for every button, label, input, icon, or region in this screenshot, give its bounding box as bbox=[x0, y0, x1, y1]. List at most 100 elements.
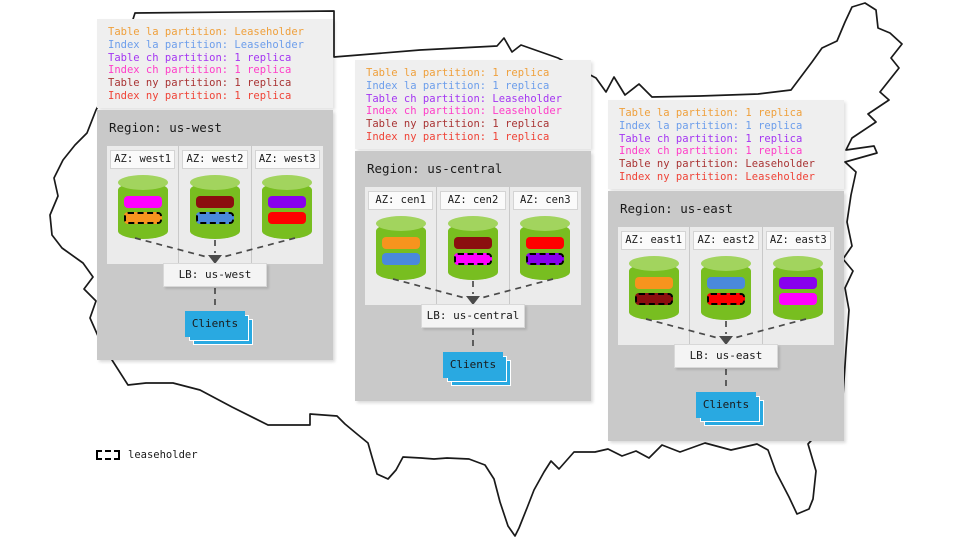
partition-bar bbox=[195, 196, 234, 208]
legend-line: Index la partition: 1 replica bbox=[619, 119, 803, 132]
legend-line: Index ny partition: Leaseholder bbox=[619, 170, 815, 183]
az-row: AZ: west1 AZ: west2 bbox=[107, 146, 323, 264]
cylinder-body bbox=[189, 182, 240, 239]
az-panel: AZ: west3 bbox=[251, 146, 323, 264]
cylinder-body bbox=[262, 182, 313, 239]
partition-bars bbox=[268, 196, 307, 224]
legend-line: Table ch partition: 1 replica bbox=[619, 132, 803, 145]
database-cylinder bbox=[628, 256, 679, 320]
legend-line: Table ny partition: Leaseholder bbox=[619, 158, 815, 171]
clients-box: Clients bbox=[443, 352, 503, 378]
legend-line: Table la partition: 1 replica bbox=[366, 67, 550, 79]
arrowhead-icon bbox=[719, 336, 733, 345]
database-cylinder bbox=[773, 256, 824, 320]
clients-stack: Clients bbox=[443, 352, 513, 388]
partition-bar bbox=[123, 196, 162, 208]
az-label: AZ: east3 bbox=[765, 231, 831, 250]
database-cylinder bbox=[520, 216, 571, 280]
region-title: Region: us-central bbox=[367, 161, 503, 176]
partition-legend: Table la partition: Leaseholder Index la… bbox=[97, 19, 333, 108]
lb-label: LB: us-west bbox=[178, 268, 252, 281]
clients-stack: Clients bbox=[696, 392, 766, 428]
legend-line: Table ch partition: Leaseholder bbox=[366, 92, 562, 105]
az-panel: AZ: east3 bbox=[762, 227, 834, 345]
legend-line: Index ch partition: Leaseholder bbox=[366, 105, 562, 118]
cylinder-top bbox=[262, 175, 313, 190]
region-card: Region: us-central AZ: cen1 AZ: cen2 bbox=[355, 151, 591, 401]
partition-bar bbox=[526, 237, 565, 249]
arrowhead-icon bbox=[466, 296, 480, 305]
database-cylinder bbox=[117, 175, 168, 239]
partition-bar bbox=[195, 212, 234, 224]
cylinder-body bbox=[628, 263, 679, 320]
load-balancer: LB: us-central bbox=[421, 304, 525, 328]
partition-bar bbox=[706, 277, 745, 289]
legend-line: Table ny partition: 1 replica bbox=[366, 118, 550, 131]
legend-line: Table ch partition: 1 replica bbox=[108, 51, 292, 64]
region-title: Region: us-west bbox=[109, 120, 222, 135]
partition-bars bbox=[634, 277, 673, 305]
cylinder-top bbox=[773, 256, 824, 271]
partition-bars bbox=[453, 237, 492, 265]
partition-bars bbox=[779, 277, 818, 305]
partition-bar bbox=[634, 293, 673, 305]
connector-lines bbox=[392, 278, 554, 351]
lb-label: LB: us-east bbox=[689, 349, 763, 362]
legend-line: Index la partition: Leaseholder bbox=[108, 38, 304, 51]
cylinder-body bbox=[773, 263, 824, 320]
partition-bar bbox=[123, 212, 162, 224]
partition-bar bbox=[779, 277, 818, 289]
partition-bar bbox=[779, 293, 818, 305]
legend-line: Index la partition: 1 replica bbox=[366, 79, 550, 92]
leaseholder-label: leaseholder bbox=[128, 449, 198, 461]
partition-bars bbox=[526, 237, 565, 265]
cylinder-top bbox=[700, 256, 751, 271]
database-cylinder bbox=[447, 216, 498, 280]
region-title: Region: us-east bbox=[620, 201, 733, 216]
partition-bar bbox=[381, 253, 420, 265]
legend-line: Table la partition: Leaseholder bbox=[108, 26, 304, 38]
cylinder-body bbox=[447, 223, 498, 280]
clients-label: Clients bbox=[449, 358, 497, 371]
legend-line: Index ch partition: 1 replica bbox=[619, 145, 803, 158]
partition-bar bbox=[453, 253, 492, 265]
partition-bars bbox=[381, 237, 420, 265]
az-panel: AZ: cen1 bbox=[365, 187, 437, 305]
region-card: Region: us-west AZ: west1 AZ: west2 bbox=[97, 110, 333, 360]
clients-label: Clients bbox=[191, 317, 239, 330]
az-label: AZ: east2 bbox=[693, 231, 759, 250]
az-label: AZ: cen1 bbox=[368, 191, 434, 210]
cylinder-top bbox=[520, 216, 571, 231]
leaseholder-legend: leaseholder bbox=[96, 448, 198, 462]
clients-label: Clients bbox=[702, 398, 750, 411]
partition-legend: Table la partition: 1 replica Index la p… bbox=[608, 100, 844, 189]
region-card: Region: us-east AZ: east1 AZ: east2 bbox=[608, 191, 844, 441]
az-label: AZ: west3 bbox=[254, 150, 320, 169]
partition-bar bbox=[381, 237, 420, 249]
az-panel: AZ: cen2 bbox=[437, 187, 509, 305]
az-label: AZ: east1 bbox=[621, 231, 687, 250]
az-panel: AZ: west1 bbox=[107, 146, 179, 264]
cylinder-top bbox=[628, 256, 679, 271]
legend-line: Index ny partition: 1 replica bbox=[366, 130, 550, 143]
partition-bars bbox=[195, 196, 234, 224]
leaseholder-swatch-icon bbox=[96, 450, 120, 460]
partition-bar bbox=[268, 196, 307, 208]
clients-box: Clients bbox=[696, 392, 756, 418]
az-label: AZ: cen2 bbox=[440, 191, 506, 210]
clients-stack: Clients bbox=[185, 311, 255, 347]
partition-legend: Table la partition: 1 replica Index la p… bbox=[355, 60, 591, 149]
partition-bars bbox=[123, 196, 162, 224]
az-row: AZ: cen1 AZ: cen2 bbox=[365, 187, 581, 305]
connector-lines bbox=[645, 318, 807, 391]
cylinder-top bbox=[117, 175, 168, 190]
partition-bar bbox=[706, 293, 745, 305]
cylinder-top bbox=[447, 216, 498, 231]
database-cylinder bbox=[375, 216, 426, 280]
clients-box: Clients bbox=[185, 311, 245, 337]
legend-line: Table la partition: 1 replica bbox=[619, 107, 803, 119]
cylinder-body bbox=[520, 223, 571, 280]
database-cylinder bbox=[700, 256, 751, 320]
